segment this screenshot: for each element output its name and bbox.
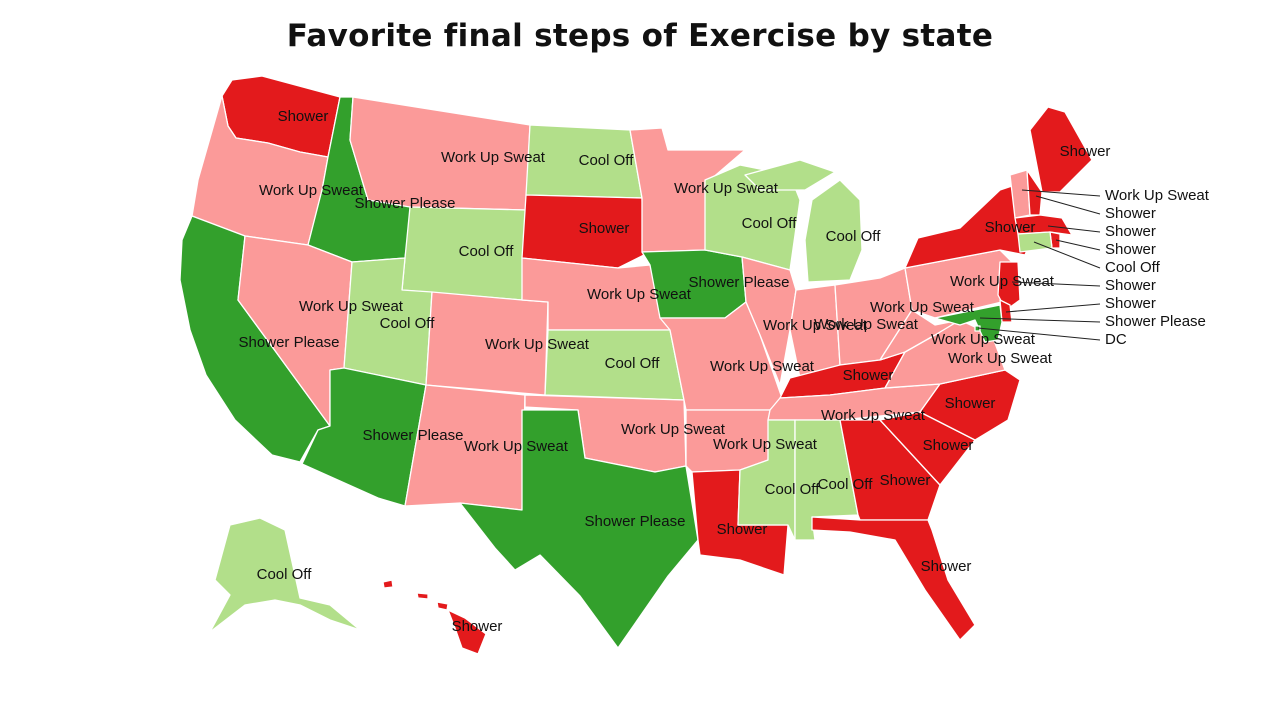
state-label: Cool Off — [765, 481, 821, 498]
state-label: Shower — [278, 108, 329, 125]
state-label: Cool Off — [605, 355, 661, 372]
state-label: Work Up Sweat — [710, 358, 815, 375]
state-label: Work Up Sweat — [870, 299, 975, 316]
state-label: Shower — [579, 220, 630, 237]
state-label: Shower — [717, 521, 768, 538]
state-mi — [744, 159, 863, 283]
state-label: Work Up Sweat — [441, 149, 546, 166]
state-fl — [811, 516, 976, 641]
state-hi — [382, 579, 487, 655]
callout-leader-line — [979, 317, 1101, 323]
state-md — [934, 304, 1003, 343]
callout-label: Work Up Sweat — [1105, 187, 1210, 204]
callout-leader-line — [1033, 241, 1101, 269]
callout-label: Shower — [1105, 241, 1156, 258]
state-label: Work Up Sweat — [299, 298, 404, 315]
state-label: Work Up Sweat — [950, 273, 1055, 290]
states-layer — [179, 75, 1093, 655]
state-label: Cool Off — [257, 566, 313, 583]
state-wi — [704, 164, 801, 271]
state-label: Work Up Sweat — [763, 317, 868, 334]
state-label: Shower Please — [239, 334, 340, 351]
state-label: Shower — [985, 219, 1036, 236]
state-label: Shower — [843, 367, 894, 384]
state-tx — [459, 409, 699, 649]
state-ak — [209, 517, 361, 633]
state-label: Work Up Sweat — [674, 180, 779, 197]
state-label: Work Up Sweat — [259, 182, 364, 199]
callout-label: Shower — [1105, 277, 1156, 294]
state-label: Shower — [923, 437, 974, 454]
callout-leader-line — [1021, 189, 1101, 197]
state-label: Work Up Sweat — [948, 350, 1053, 367]
state-label: Work Up Sweat — [485, 336, 590, 353]
callout-leader-line — [1035, 195, 1101, 215]
state-label: Work Up Sweat — [814, 316, 919, 333]
state-label: Work Up Sweat — [587, 286, 692, 303]
state-wv — [879, 309, 961, 361]
callout-leader-line — [1011, 281, 1101, 287]
map-title: Favorite final steps of Exercise by stat… — [286, 18, 994, 54]
state-label: Cool Off — [380, 315, 436, 332]
state-label: Cool Off — [579, 152, 635, 169]
state-nj — [997, 261, 1021, 311]
state-label: Work Up Sweat — [821, 407, 926, 424]
state-label: Work Up Sweat — [931, 331, 1036, 348]
callout-label: Shower Please — [1105, 313, 1206, 330]
state-label: Shower — [1060, 143, 1111, 160]
state-label: Shower Please — [689, 274, 790, 291]
state-mn — [629, 127, 746, 253]
state-label: Cool Off — [826, 228, 882, 245]
state-label: Cool Off — [742, 215, 798, 232]
callout-label: Shower — [1105, 223, 1156, 240]
callout-leader-line — [1055, 239, 1101, 251]
state-il — [741, 256, 797, 386]
state-label: Cool Off — [818, 476, 874, 493]
callout-label: Shower — [1105, 295, 1156, 312]
state-label: Work Up Sweat — [464, 438, 569, 455]
callout-label: Cool Off — [1105, 259, 1161, 276]
state-label: Work Up Sweat — [621, 421, 726, 438]
callout-label: DC — [1105, 331, 1127, 348]
callout-label: Shower — [1105, 205, 1156, 222]
state-label: Shower — [452, 618, 503, 635]
state-label: Shower Please — [355, 195, 456, 212]
state-dc — [974, 325, 981, 332]
state-label: Shower — [921, 558, 972, 575]
callout-leader-line — [1005, 303, 1101, 313]
state-label: Shower Please — [363, 427, 464, 444]
state-label: Shower Please — [585, 513, 686, 530]
state-label: Shower — [880, 472, 931, 489]
state-label: Cool Off — [459, 243, 515, 260]
state-sd — [521, 194, 645, 269]
state-label: Work Up Sweat — [713, 436, 818, 453]
callout-leader-line — [1047, 225, 1101, 233]
state-label: Shower — [945, 395, 996, 412]
callout-leader-line — [977, 327, 1101, 341]
